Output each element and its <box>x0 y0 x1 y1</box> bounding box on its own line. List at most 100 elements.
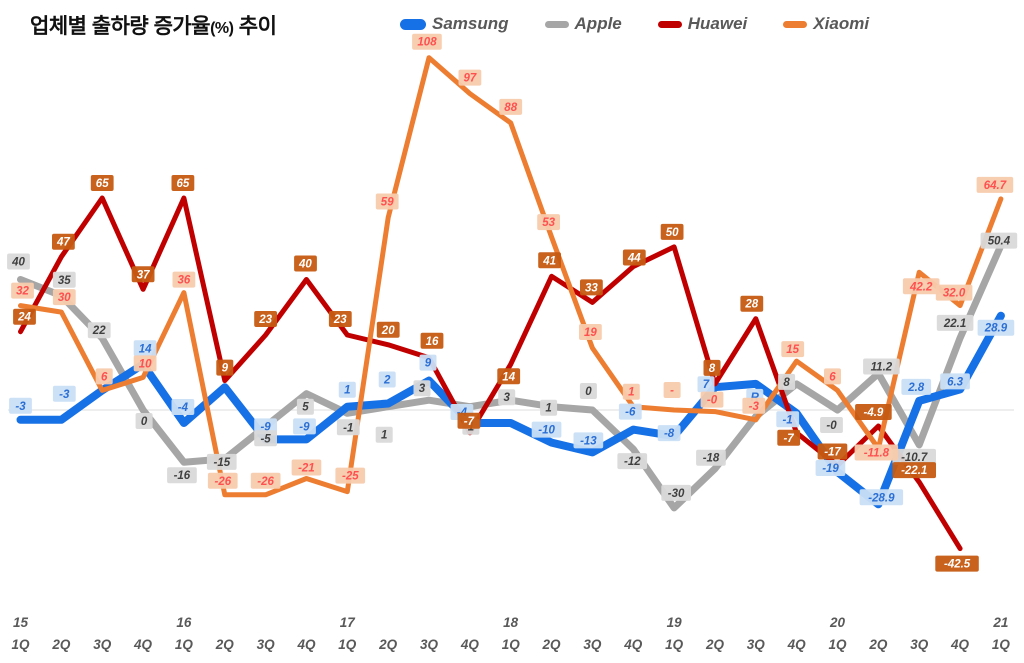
data-label-xiaomi-5: -26 <box>214 476 231 488</box>
data-label-box-huawei-21 <box>855 404 892 420</box>
x-axis-quarter-16: 1Q <box>665 637 684 652</box>
x-axis-quarter-14: 3Q <box>583 637 602 652</box>
data-label-xiaomi-12: 88 <box>504 102 517 114</box>
x-axis-quarter-0: 1Q <box>11 637 30 652</box>
data-label-box-xiaomi-21 <box>854 444 899 461</box>
x-axis-quarter-3: 4Q <box>133 637 153 652</box>
chart-title: 업체별 출하량 증가율(%) 추이 <box>30 10 277 40</box>
data-label-box-huawei-10 <box>420 332 444 349</box>
data-label-box-samsung-16 <box>657 425 681 442</box>
data-label-box-samsung-19 <box>776 411 800 428</box>
data-label-xiaomi-10: 108 <box>417 37 437 49</box>
data-label-apple-0: 40 <box>11 257 25 269</box>
data-label-apple-9: 1 <box>381 430 387 442</box>
data-label-box-xiaomi-15 <box>622 383 640 400</box>
data-label-box-huawei-2 <box>90 175 114 191</box>
data-label-xiaomi-23: 32.0 <box>943 288 966 300</box>
data-label-box-xiaomi-1 <box>52 289 76 306</box>
data-label-box-xiaomi-13 <box>537 214 560 231</box>
data-label-box-apple-21 <box>863 358 900 375</box>
data-label-box-huawei-23 <box>935 555 979 572</box>
data-label-huawei-1: 47 <box>56 237 70 249</box>
xiaomi-line-swatch-icon <box>783 20 808 28</box>
x-axis: 15 1Q 2Q 3Q 4Q 16 1Q 2Q 3Q 4Q 17 1Q 2Q 3Q 4Q 18 1Q 2Q 3Q 4Q… <box>11 615 1010 652</box>
data-label-huawei-10: 16 <box>426 336 439 348</box>
data-label-xiaomi-9: 59 <box>381 197 394 209</box>
series-line-huawei <box>18 195 963 552</box>
data-label-huawei-6: 23 <box>258 314 272 326</box>
x-axis-year-20: 20 <box>829 615 846 630</box>
data-label-huawei-4: 65 <box>177 178 190 190</box>
data-label-samsung-15: -6 <box>625 407 636 419</box>
data-label-box-xiaomi-12 <box>499 98 523 115</box>
data-label-box-huawei-7 <box>294 255 317 272</box>
x-axis-quarter-6: 3Q <box>257 637 276 652</box>
data-label-xiaomi-20: 6 <box>829 371 836 383</box>
data-label-samsung-10: 9 <box>425 358 432 370</box>
data-label-samsung-17: 7 <box>703 379 710 391</box>
data-label-apple-15: -12 <box>624 456 641 468</box>
data-label-box-samsung-17 <box>697 376 715 393</box>
data-label-box-xiaomi-20 <box>824 368 841 385</box>
data-label-huawei-20: -17 <box>824 447 841 459</box>
data-label-huawei-5: 9 <box>222 363 229 375</box>
data-label-box-xiaomi-17 <box>700 391 724 408</box>
x-axis-quarter-1: 2Q <box>51 637 71 652</box>
data-label-box-xiaomi-2 <box>95 368 113 385</box>
data-label-samsung-21: -28.9 <box>868 492 895 504</box>
data-label-box-huawei-5 <box>216 359 234 376</box>
data-label-apple-16: -30 <box>668 488 685 500</box>
x-axis-quarter-12: 1Q <box>502 637 521 652</box>
legend-label-huawei: Huawei <box>687 14 748 33</box>
data-label-apple-6: -5 <box>260 433 271 445</box>
x-axis-year-21: 21 <box>992 615 1008 630</box>
data-label-box-xiaomi-10 <box>412 33 442 50</box>
data-label-xiaomi-18: -3 <box>749 401 760 413</box>
x-axis-quarter-22: 3Q <box>910 637 929 652</box>
data-label-box-xiaomi-0 <box>11 282 34 299</box>
data-label-box-samsung-22 <box>901 378 932 395</box>
legend-label-xiaomi: Xiaomi <box>813 14 870 33</box>
data-label-apple-24: 50.4 <box>988 236 1011 248</box>
data-label-box-huawei-12 <box>497 368 521 385</box>
data-label-xiaomi-17: -0 <box>707 395 718 407</box>
data-label-huawei-21: -4.9 <box>863 407 883 419</box>
data-label-huawei-14: 33 <box>585 282 598 294</box>
data-label-samsung-7: -9 <box>299 421 310 433</box>
data-label-box-xiaomi-19 <box>781 341 805 358</box>
data-label-box-samsung-10 <box>419 354 437 371</box>
data-label-apple-1: 35 <box>58 275 71 287</box>
data-label-huawei-15: 44 <box>627 253 641 265</box>
data-label-box-xiaomi-24 <box>976 176 1014 193</box>
data-label-box-huawei-22 <box>892 462 936 479</box>
legend-label-apple: Apple <box>574 14 622 33</box>
data-label-samsung-24: 28.9 <box>984 323 1008 335</box>
data-label-box-xiaomi-3 <box>133 355 157 372</box>
x-axis-year-16: 16 <box>176 615 192 630</box>
data-label-apple-22: -10.7 <box>901 452 928 464</box>
data-label-box-samsung-13 <box>531 421 562 438</box>
x-axis-quarter-9: 2Q <box>378 637 398 652</box>
data-label-huawei-2: 65 <box>96 178 109 190</box>
data-label-apple-5: -15 <box>213 457 230 469</box>
data-label-box-apple-12 <box>498 389 516 406</box>
data-label-apple-13: 1 <box>545 403 551 415</box>
data-label-box-huawei-1 <box>52 233 75 250</box>
data-label-xiaomi-21: -11.8 <box>864 448 890 460</box>
data-label-apple-14: 0 <box>585 386 592 398</box>
data-label-box-samsung-7 <box>293 418 316 435</box>
data-label-xiaomi-24: 64.7 <box>984 180 1007 192</box>
data-label-box-huawei-11 <box>457 412 481 429</box>
data-label-huawei-23: -42.5 <box>944 559 971 571</box>
data-label-box-xiaomi-4 <box>172 271 196 288</box>
x-axis-year-18: 18 <box>503 615 519 630</box>
data-label-xiaomi-4: 36 <box>178 275 191 287</box>
x-axis-quarter-23: 4Q <box>950 637 970 652</box>
data-label-box-apple-0 <box>7 253 30 270</box>
data-label-box-samsung-15 <box>618 403 642 420</box>
data-label-box-huawei-6 <box>254 311 277 327</box>
data-label-box-huawei-8 <box>328 311 352 327</box>
legend-item-huawei: Huawei <box>657 14 748 34</box>
series-labels-apple: 4035220-16-15-55-1131310-12-30-188-011.2… <box>7 232 1018 501</box>
data-label-box-huawei-15 <box>622 249 646 266</box>
